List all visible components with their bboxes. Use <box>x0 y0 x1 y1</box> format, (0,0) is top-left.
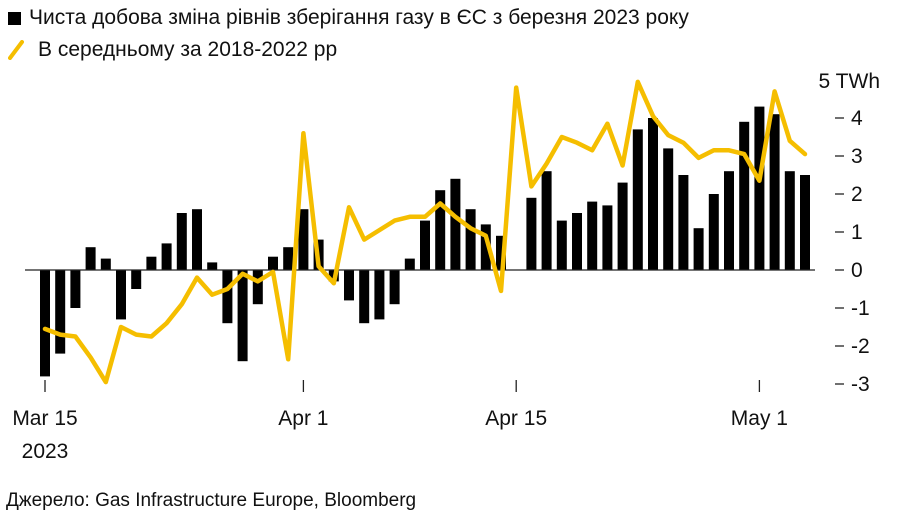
bar <box>769 114 780 270</box>
bar <box>800 175 810 270</box>
line-swatch-icon <box>8 40 24 60</box>
bar <box>420 220 430 270</box>
y-tick-label: 3 <box>851 145 863 168</box>
bar <box>192 209 202 270</box>
bar <box>70 270 81 308</box>
bar <box>207 262 218 270</box>
bar <box>268 256 278 270</box>
bar <box>708 194 719 270</box>
bar <box>131 270 142 289</box>
bar <box>465 209 476 270</box>
bar <box>617 182 628 270</box>
bar <box>55 270 66 354</box>
bar <box>541 171 552 270</box>
bar-swatch-icon <box>8 11 21 25</box>
bar <box>678 175 689 270</box>
bar <box>724 171 734 270</box>
legend: Чиста добова зміна рівнів зберігання газ… <box>8 2 689 66</box>
bar <box>116 270 126 320</box>
y-unit-label: 5 TWh <box>819 70 880 93</box>
legend-line-label: В середньому за 2018-2022 рр <box>38 38 338 61</box>
bar <box>176 213 187 270</box>
bar <box>40 270 50 377</box>
x-tick-label: Apr 1 <box>278 407 328 430</box>
bar <box>237 270 248 362</box>
bar <box>222 270 233 324</box>
bar <box>754 106 765 270</box>
bar <box>693 228 704 270</box>
legend-item-line: В середньому за 2018-2022 рр <box>8 34 689 66</box>
bar <box>632 129 643 270</box>
bar <box>739 121 750 270</box>
bar <box>298 209 309 270</box>
source-note: Джерело: Gas Infrastructure Europe, Bloo… <box>6 490 417 511</box>
bar <box>100 258 111 270</box>
y-tick-label: 4 <box>851 107 863 130</box>
y-tick-label: 2 <box>851 183 863 206</box>
average-line <box>42 79 808 385</box>
bar <box>252 270 263 305</box>
y-tick-label: -2 <box>851 335 870 358</box>
x-tick-label: Apr 15 <box>485 407 547 430</box>
bar <box>283 247 294 270</box>
x-tick-sublabel: 2023 <box>22 440 69 463</box>
bar <box>435 190 446 270</box>
bar <box>602 205 613 270</box>
bar <box>526 197 537 270</box>
bar <box>496 235 506 270</box>
bar <box>359 270 370 324</box>
bar <box>663 148 674 270</box>
bar <box>556 220 567 270</box>
bar <box>374 270 385 320</box>
legend-item-bars: Чиста добова зміна рівнів зберігання газ… <box>8 2 689 34</box>
bar <box>784 171 795 270</box>
y-tick-label: -1 <box>851 297 870 320</box>
bar <box>85 247 96 270</box>
y-tick-label: -3 <box>851 373 870 396</box>
bar <box>572 213 582 270</box>
bar <box>450 178 461 270</box>
bar <box>480 224 491 270</box>
bar <box>146 256 157 270</box>
bar <box>161 243 172 270</box>
bar <box>404 258 415 270</box>
bar <box>389 270 400 305</box>
x-tick-label: Mar 15 <box>12 407 77 430</box>
y-tick-label: 0 <box>851 259 863 282</box>
x-tick-label: May 1 <box>731 407 788 430</box>
y-tick-label: 1 <box>851 221 863 244</box>
bar <box>587 201 598 270</box>
legend-bars-label: Чиста добова зміна рівнів зберігання газ… <box>29 6 689 29</box>
bar <box>648 118 658 270</box>
bar <box>344 270 354 301</box>
